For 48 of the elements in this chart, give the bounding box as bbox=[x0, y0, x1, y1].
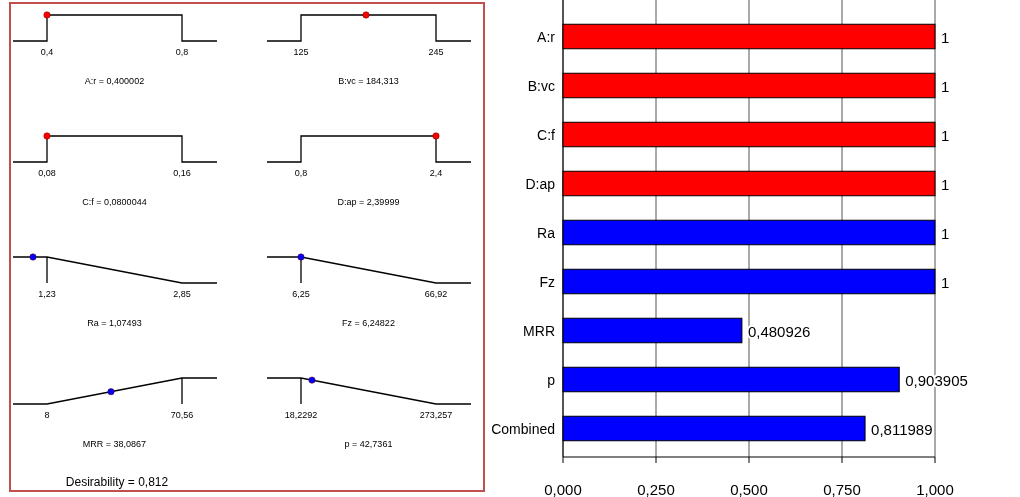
y-tick-label: Fz bbox=[539, 273, 555, 290]
text: Desirability = 0,812 bbox=[65, 475, 169, 489]
y-tick-label: C:f bbox=[537, 126, 556, 143]
text: Fz = 6,24822 bbox=[342, 318, 395, 328]
data-label: 1 bbox=[941, 224, 950, 242]
data-label: 0,903905 bbox=[905, 371, 968, 389]
text: 125 bbox=[293, 47, 309, 57]
text: B:vc = 184,313 bbox=[338, 76, 399, 86]
text: 70,56 bbox=[170, 410, 194, 420]
text: 0,8 bbox=[175, 47, 189, 57]
data-label: 1 bbox=[941, 126, 950, 144]
data-label: 0,480926 bbox=[747, 322, 811, 340]
y-tick-label: Combined bbox=[491, 420, 555, 437]
y-tick-label: D:ap bbox=[525, 175, 556, 192]
x-tick-label: 0,500 bbox=[730, 481, 768, 497]
data-label: 1 bbox=[941, 77, 950, 95]
text: C:f = 0,0800044 bbox=[82, 197, 147, 207]
y-tick-label: A:r bbox=[537, 28, 556, 45]
text: 0,8 bbox=[294, 168, 308, 178]
text: p = 42,7361 bbox=[344, 439, 393, 449]
text: 0,16 bbox=[173, 168, 191, 178]
text: 2,85 bbox=[173, 289, 191, 299]
text: 0,08 bbox=[38, 168, 56, 178]
y-tick-label: B:vc bbox=[527, 77, 555, 94]
y-tick-label: Ra bbox=[537, 224, 556, 241]
x-tick-label: 0,250 bbox=[637, 481, 675, 497]
text: 66,92 bbox=[424, 289, 448, 299]
y-tick-label: p bbox=[547, 371, 556, 388]
data-label: 0,811989 bbox=[871, 420, 933, 438]
data-label: 1 bbox=[941, 175, 950, 193]
x-tick-label: 0,750 bbox=[823, 481, 861, 497]
text: MRR = 38,0867 bbox=[82, 439, 147, 449]
text: 18,2292 bbox=[284, 410, 318, 420]
y-tick-label: MRR bbox=[523, 322, 555, 339]
text: 245 bbox=[428, 47, 444, 57]
text: 0,4 bbox=[40, 47, 54, 57]
text: 2,4 bbox=[429, 168, 443, 178]
x-tick-label: 1,000 bbox=[916, 481, 954, 497]
text: Ra = 1,07493 bbox=[87, 318, 142, 328]
data-label: 1 bbox=[941, 273, 950, 291]
text: 273,257 bbox=[419, 410, 453, 420]
data-label: 1 bbox=[941, 28, 950, 46]
text: 1,23 bbox=[38, 289, 56, 299]
text: A:r = 0,400002 bbox=[84, 76, 145, 86]
text: D:ap = 2,39999 bbox=[337, 197, 400, 207]
text: 6,25 bbox=[292, 289, 310, 299]
text: 8 bbox=[44, 410, 50, 420]
x-tick-label: 0,000 bbox=[544, 481, 582, 497]
